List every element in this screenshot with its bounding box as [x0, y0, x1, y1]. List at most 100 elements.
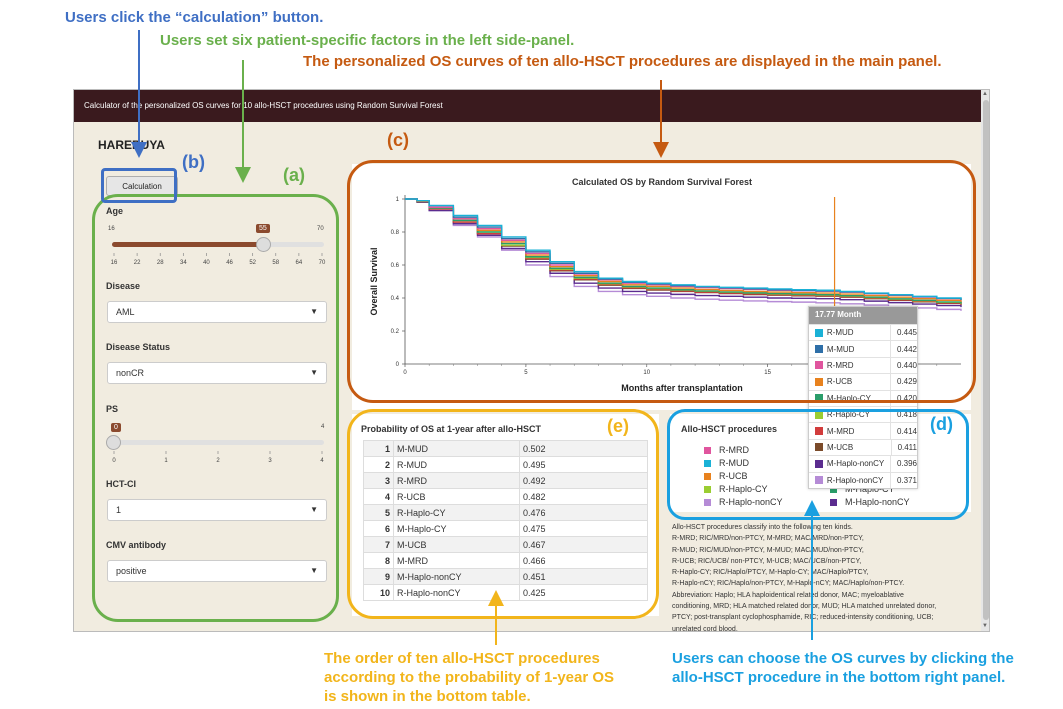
age-tick-label: 16: [111, 260, 118, 266]
ps-value-badge: 0: [111, 423, 121, 432]
chevron-down-icon: ▼: [310, 368, 318, 377]
legend-item-r-ucb[interactable]: R-UCB: [704, 471, 748, 481]
chevron-down-icon: ▼: [310, 566, 318, 575]
note-line: R-MRD; RIC/MRD/non-PTCY, M-MRD; MAC/MRD/…: [672, 535, 864, 543]
series-line-r-haplo-noncy[interactable]: [405, 198, 962, 311]
label-c: (c): [387, 130, 409, 150]
legend-swatch: [830, 499, 837, 506]
tooltip-header: 17.77 Month: [809, 307, 917, 324]
ranking-row: 10 R-Haplo-nonCY 0.425: [363, 584, 648, 601]
cmv-select[interactable]: positive ▼: [107, 560, 327, 582]
choose-hint-line: Users can choose the OS curves by clicki…: [672, 650, 1014, 667]
scroll-up-icon[interactable]: ▲: [982, 91, 988, 97]
disease-select[interactable]: AML ▼: [107, 301, 327, 323]
x-tick-label: 5: [524, 370, 528, 376]
note-line: PTCY; post-transplant cyclophosphamide, …: [672, 614, 934, 622]
procedure-notes: Allo-HSCT procedures classify into the f…: [672, 522, 977, 632]
tooltip-swatch: [815, 459, 823, 468]
rank-probability: 0.425: [519, 584, 648, 601]
legend-title: Allo-HSCT procedures: [681, 424, 778, 434]
label-a: (a): [283, 165, 305, 185]
age-max: 70: [317, 226, 324, 232]
chart-tooltip: 17.77 Month R-MUD 0.445 M-MUD 0.442 R-MRD 0.4…: [808, 306, 918, 489]
legend-item-r-mud[interactable]: R-MUD: [704, 458, 749, 468]
series-line-m-haplo-cy[interactable]: [405, 198, 962, 304]
series-line-r-mud[interactable]: [405, 198, 962, 300]
ranking-row: 9 M-Haplo-nonCY 0.451: [363, 568, 648, 585]
calc-hint-text: Users click the “calculation” button.: [65, 9, 324, 26]
os-chart[interactable]: Calculated OS by Random Survival Forest 0…: [352, 164, 971, 410]
tooltip-row: M-UCB 0.411: [809, 438, 917, 456]
age-slider-handle[interactable]: [256, 237, 271, 252]
y-tick-label: 0.2: [391, 329, 400, 335]
ranking-table: 1 M-MUD 0.502 2 R-MUD 0.495 3 R-MRD 0.492 4 R-UCB 0…: [363, 440, 648, 601]
tooltip-row: M-Haplo-nonCY 0.396: [809, 455, 917, 472]
choose-hint-text: Users can choose the OS curves by clicki…: [672, 649, 1014, 687]
age-slider-fill: [112, 242, 264, 247]
tooltip-name: R-Haplo-nonCY: [826, 475, 884, 485]
y-tick-label: 0.4: [391, 296, 400, 302]
side-hint-text: Users set six patient-specific factors i…: [160, 32, 575, 49]
frame-b-button: [101, 168, 177, 203]
tooltip-row: R-MRD 0.440: [809, 356, 917, 374]
app-titlebar: Calculator of the personalized OS curves…: [74, 90, 989, 122]
x-tick-label: 10: [643, 370, 650, 376]
y-tick-label: 0.6: [391, 263, 400, 269]
ranking-row: 1 M-MUD 0.502: [363, 440, 648, 457]
ps-tick-label: 3: [268, 458, 272, 464]
age-tick-label: 52: [249, 260, 256, 266]
ranking-panel: Probability of OS at 1-year after allo-H…: [352, 414, 659, 616]
tooltip-swatch: [815, 476, 823, 485]
frame-c-chart: [347, 160, 976, 403]
rank-probability: 0.492: [519, 472, 648, 489]
ps-slider-track[interactable]: [112, 440, 324, 445]
legend-item-m-haplo-noncy[interactable]: M-Haplo-nonCY: [830, 497, 910, 507]
legend-label: R-Haplo-CY: [719, 484, 768, 494]
scrollbar[interactable]: ▲ ▼: [981, 90, 989, 631]
legend-item-r-haplo-noncy[interactable]: R-Haplo-nonCY: [704, 497, 783, 507]
legend-item-r-haplo-cy[interactable]: R-Haplo-CY: [704, 484, 768, 494]
age-tick-label: 40: [203, 260, 210, 266]
tooltip-value: 0.420: [889, 390, 917, 406]
scrollbar-thumb[interactable]: [983, 100, 989, 620]
tooltip-swatch: [815, 377, 823, 386]
series-line-r-ucb[interactable]: [405, 198, 962, 302]
tooltip-swatch: [815, 328, 823, 337]
hct-ci-select[interactable]: 1 ▼: [107, 499, 327, 521]
ps-max: 4: [321, 424, 325, 430]
legend-swatch: [704, 473, 711, 480]
ps-tick-label: 1: [164, 458, 168, 464]
rank-probability: 0.502: [519, 440, 648, 457]
rank-procedure: M-MUD: [393, 440, 520, 457]
tooltip-row: M-Haplo-CY 0.420: [809, 389, 917, 406]
legend-swatch: [830, 486, 837, 493]
disease-status-select[interactable]: nonCR ▼: [107, 362, 327, 384]
tooltip-name: R-Haplo-CY: [826, 410, 871, 420]
legend-label: R-MRD: [719, 445, 749, 455]
note-line: R-UCB; RIC/UCB/ non-PTCY, M-UCB; MAC/UCB…: [672, 557, 862, 565]
rank-procedure: R-Haplo-CY: [393, 504, 520, 521]
series-line-m-haplo-noncy[interactable]: [405, 198, 962, 308]
tooltip-swatch: [815, 410, 823, 419]
rank-number: 9: [363, 568, 394, 585]
note-line: R-Haplo-CY; RIC/Haplo/PTCY, M-Haplo-CY; …: [672, 569, 869, 577]
app-window: Calculator of the personalized OS curves…: [73, 89, 990, 632]
age-tick-label: 28: [157, 260, 164, 266]
tooltip-name: R-UCB: [826, 377, 853, 387]
rank-number: 5: [363, 504, 394, 521]
ranking-row: 3 R-MRD 0.492: [363, 472, 648, 489]
scroll-down-icon[interactable]: ▼: [982, 623, 988, 629]
tooltip-value: 0.418: [889, 406, 917, 423]
legend-item-m-haplo-cy[interactable]: M-Haplo-CY: [830, 484, 895, 494]
ps-tick-label: 4: [320, 458, 324, 464]
age-tick-label: 64: [296, 260, 303, 266]
legend-swatch: [704, 499, 711, 506]
y-axis-label: Overall Survival: [369, 247, 379, 315]
tooltip-row: M-MRD 0.414: [809, 422, 917, 439]
note-line: unrelated cord blood.: [672, 625, 738, 632]
tooltip-name: M-Haplo-CY: [826, 393, 871, 403]
ps-slider-handle[interactable]: [106, 435, 121, 450]
legend-label: R-Haplo-nonCY: [719, 497, 783, 507]
legend-item-r-mrd[interactable]: R-MRD: [704, 445, 749, 455]
x-axis-label: Months after transplantation: [621, 383, 743, 393]
